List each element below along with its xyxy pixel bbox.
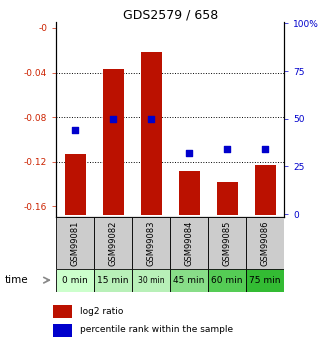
Text: 60 min: 60 min bbox=[211, 276, 243, 285]
Bar bbox=[132, 269, 170, 292]
Point bbox=[187, 150, 192, 156]
Bar bbox=[246, 269, 284, 292]
Bar bbox=[179, 170, 200, 215]
Bar bbox=[170, 269, 208, 292]
Title: GDS2579 / 658: GDS2579 / 658 bbox=[123, 8, 218, 21]
Text: GSM99086: GSM99086 bbox=[261, 220, 270, 266]
Text: GSM99084: GSM99084 bbox=[185, 220, 194, 266]
Text: GSM99082: GSM99082 bbox=[108, 220, 118, 266]
Point bbox=[73, 127, 78, 133]
Bar bbox=[255, 165, 275, 215]
Point bbox=[149, 116, 154, 121]
Text: GSM99085: GSM99085 bbox=[222, 220, 232, 266]
Bar bbox=[56, 269, 94, 292]
Bar bbox=[65, 154, 86, 215]
Text: time: time bbox=[5, 275, 29, 285]
Text: log2 ratio: log2 ratio bbox=[80, 307, 123, 316]
Bar bbox=[170, 217, 208, 269]
Text: GSM99083: GSM99083 bbox=[147, 220, 156, 266]
Text: 0 min: 0 min bbox=[62, 276, 88, 285]
Text: 30 min: 30 min bbox=[138, 276, 164, 285]
Bar bbox=[246, 217, 284, 269]
Point bbox=[224, 147, 230, 152]
Bar bbox=[53, 305, 72, 318]
Bar bbox=[94, 269, 132, 292]
Point bbox=[263, 147, 268, 152]
Bar bbox=[132, 217, 170, 269]
Bar bbox=[53, 324, 72, 337]
Bar bbox=[94, 217, 132, 269]
Bar bbox=[208, 269, 246, 292]
Text: 75 min: 75 min bbox=[249, 276, 281, 285]
Text: 45 min: 45 min bbox=[173, 276, 205, 285]
Text: 15 min: 15 min bbox=[97, 276, 129, 285]
Point bbox=[110, 116, 116, 121]
Bar bbox=[56, 217, 94, 269]
Bar bbox=[208, 217, 246, 269]
Text: GSM99081: GSM99081 bbox=[71, 220, 80, 266]
Bar bbox=[217, 182, 238, 215]
Bar bbox=[103, 69, 124, 215]
Bar bbox=[141, 52, 161, 215]
Text: percentile rank within the sample: percentile rank within the sample bbox=[80, 325, 233, 334]
